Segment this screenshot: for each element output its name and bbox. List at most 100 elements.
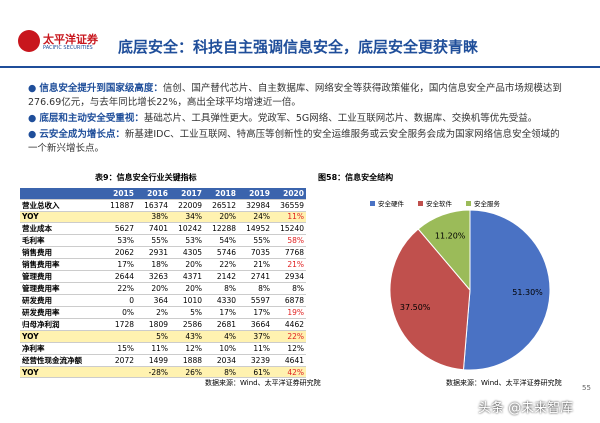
cell: 16374 — [136, 199, 170, 212]
row-label: YOY — [20, 366, 102, 379]
cell: 61% — [238, 366, 272, 379]
cell: 55% — [238, 234, 272, 248]
legend-label: 安全服务 — [474, 199, 501, 208]
cell: 17% — [102, 258, 136, 272]
cell: 12% — [272, 342, 306, 355]
cell: 5597 — [238, 294, 272, 308]
cell: 2681 — [204, 318, 238, 332]
bullet-text: 新基建IDC、工业互联网、特高压等创新性的安全运维服务或云安全服务会成为国家网络… — [28, 129, 560, 154]
pie-chart: 51.30% 37.50% 11.20% 安全硬件 安全软件 安全服务 — [370, 199, 551, 371]
cell: 1809 — [136, 318, 170, 332]
cell: 19% — [272, 306, 306, 320]
cell: 20% — [170, 282, 204, 296]
cell — [102, 330, 136, 343]
cell: 1728 — [102, 318, 136, 332]
row-label: YOY — [20, 211, 102, 224]
cell: 34% — [170, 211, 204, 224]
bullet: ● 云安全成为增长点：新基建IDC、工业互联网、特高压等创新性的安全运维服务或云… — [28, 128, 568, 156]
cell: 53% — [102, 234, 136, 248]
cell: 4% — [204, 330, 238, 343]
cell: 1010 — [170, 294, 204, 308]
logo-sub: PACIFIC SECURITIES — [43, 45, 93, 51]
legend-swatch — [418, 201, 423, 206]
bullet: ● 底层和主动安全受重视：基础芯片、工具弹性更大。党政军、5G网络、工业互联网芯… — [28, 112, 568, 126]
cell — [102, 366, 136, 379]
bullet-dot: ● — [28, 129, 40, 140]
cell: 55% — [136, 234, 170, 248]
cell: 24% — [238, 211, 272, 224]
cell: 2072 — [102, 354, 136, 367]
cell: 36559 — [272, 199, 306, 212]
cell: 4330 — [204, 294, 238, 308]
cell: 5627 — [102, 222, 136, 236]
column-header: 2017 — [170, 188, 204, 200]
cell: 20% — [204, 211, 238, 224]
table-title: 表9：信息安全行业关键指标 — [95, 173, 197, 182]
cell: 11887 — [102, 199, 136, 212]
cell: 22009 — [170, 199, 204, 212]
cell: 21% — [238, 258, 272, 272]
bullet-dot: ● — [28, 83, 40, 94]
row-label: 经营性现金流净额 — [20, 354, 102, 367]
cell: 43% — [170, 330, 204, 343]
cell: 5% — [170, 306, 204, 320]
cell: 18% — [136, 258, 170, 272]
table-row: 管理费用 2644 3263 4371 2142 2741 2934 — [20, 270, 306, 284]
row-label: 毛利率 — [20, 234, 102, 248]
column-header: 2016 — [136, 188, 170, 200]
cell: 2741 — [238, 270, 272, 284]
cell: 20% — [136, 282, 170, 296]
cell: 12% — [170, 342, 204, 355]
cell: 21% — [272, 258, 306, 272]
corner — [20, 188, 102, 200]
cell: 22% — [272, 330, 306, 343]
cell: 14952 — [238, 222, 272, 236]
row-label: 研发费用 — [20, 294, 102, 308]
table-row: 营业成本 5627 7401 10242 12288 14952 15240 — [20, 222, 306, 236]
legend-swatch — [370, 201, 375, 206]
table-source: 数据来源：Wind、太平洋证券研究院 — [205, 379, 321, 387]
bullet-lead: 底层和主动安全受重视： — [39, 113, 144, 124]
table-row: YOY 38% 34% 20% 24% 11% — [20, 211, 306, 224]
cell: 2931 — [136, 246, 170, 260]
cell: 4305 — [170, 246, 204, 260]
cell: 12288 — [204, 222, 238, 236]
cell: 26% — [170, 366, 204, 379]
legend-label: 安全软件 — [426, 199, 453, 208]
cell: 15240 — [272, 222, 306, 236]
table-row: 管理费用率 22% 20% 20% 8% 8% 8% — [20, 282, 306, 296]
cell: 0 — [102, 294, 136, 308]
bullet-lead: 云安全成为增长点： — [39, 129, 125, 140]
column-header: 2015 — [102, 188, 136, 200]
cell: 58% — [272, 234, 306, 248]
row-label: 净利率 — [20, 342, 102, 355]
cell: 8% — [204, 282, 238, 296]
cell: 2934 — [272, 270, 306, 284]
table-row: 归母净利润 1728 1809 2586 2681 3664 4462 — [20, 318, 306, 332]
row-label: 归母净利润 — [20, 318, 102, 332]
cell: 8% — [238, 282, 272, 296]
bullet-text: 信创、国产替代芯片、自主数据库、网络安全等获得政策催化，国内信息安全产品市场规模… — [28, 83, 562, 108]
cell: 2586 — [170, 318, 204, 332]
cell: 5% — [136, 330, 170, 343]
cell: 8% — [204, 366, 238, 379]
cell: 364 — [136, 294, 170, 308]
table-row: 营业总收入 11887 16374 22009 26512 32984 36559 — [20, 199, 306, 212]
table-row: 研发费用 0 364 1010 4330 5597 6878 — [20, 294, 306, 308]
cell: 17% — [204, 306, 238, 320]
row-label: 管理费用率 — [20, 282, 102, 296]
bullet-dot: ● — [28, 113, 40, 124]
cell: 2062 — [102, 246, 136, 260]
title: 底层安全：科技自主强调信息安全，底层安全更获青睐 — [118, 38, 479, 56]
cell: 53% — [170, 234, 204, 248]
pie-title: 图58：信息安全结构 — [318, 173, 394, 182]
slice-label: 11.20% — [435, 231, 466, 240]
logo-text: 太平洋证券 — [43, 33, 98, 46]
table-row: 净利率 15% 11% 12% 10% 11% 12% — [20, 342, 306, 355]
cell: 0% — [102, 306, 136, 320]
row-label: 研发费用率 — [20, 306, 102, 320]
cell: 1888 — [170, 354, 204, 367]
slice-label: 51.30% — [512, 288, 543, 297]
row-label: 营业总收入 — [20, 199, 102, 212]
